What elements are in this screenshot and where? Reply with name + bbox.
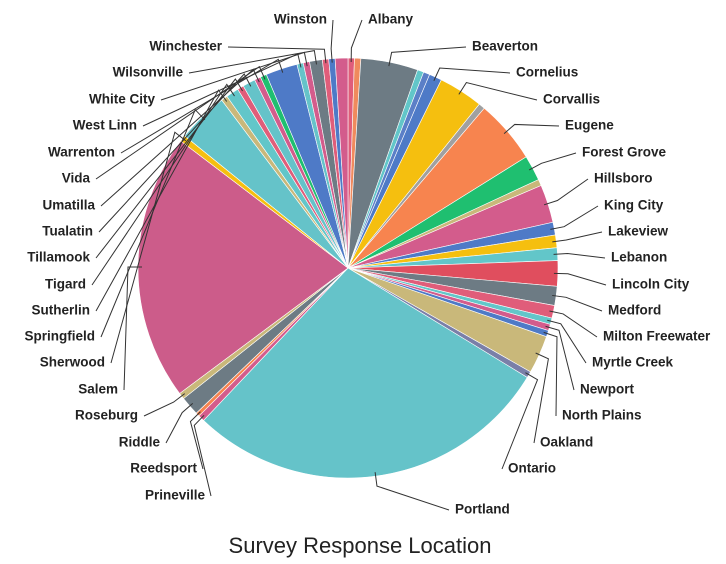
slice-label: Eugene [565, 118, 614, 133]
leader-line [120, 58, 284, 154]
slice-label: Albany [368, 12, 414, 27]
slice-label: Portland [455, 502, 510, 517]
leader-line [227, 46, 327, 64]
slice-label: Wilsonville [113, 65, 184, 80]
slice-label: Medford [608, 303, 661, 318]
slice-label: Forest Grove [582, 145, 667, 160]
leader-line [547, 319, 587, 364]
slice-label: Sherwood [40, 355, 105, 370]
leader-line [165, 403, 194, 444]
leader-line [550, 205, 599, 230]
slice-label: Vida [62, 171, 91, 186]
pie [137, 57, 559, 479]
slice-label: North Plains [562, 408, 642, 423]
leader-line [374, 472, 450, 511]
leader-line [552, 294, 603, 312]
labels: Albany Beaverton Cornelius Corvallis Eugene F… [25, 12, 712, 517]
leader-line [100, 108, 206, 338]
leader-line [143, 393, 186, 417]
slice-label: Tillamook [27, 250, 90, 265]
slice-label: Hillsboro [594, 171, 653, 186]
slice-label: King City [604, 198, 664, 213]
slice-label: Oakland [540, 435, 593, 450]
leader-line [330, 19, 334, 63]
leader-line [528, 152, 577, 171]
leader-line [458, 81, 538, 101]
slice-label: Tualatin [42, 224, 93, 239]
slice-label: Prineville [145, 488, 206, 503]
slice-label: Warrenton [48, 145, 115, 160]
leader-line [98, 73, 252, 233]
slice-label: Umatilla [42, 198, 95, 213]
leader-line [553, 252, 606, 259]
slice-label: Cornelius [516, 65, 578, 80]
slice-label: Lebanon [611, 250, 667, 265]
leader-line [95, 78, 243, 259]
chart-title: Survey Response Location [229, 533, 492, 558]
leader-line [553, 272, 607, 286]
leader-line [350, 19, 363, 63]
leader-line [189, 411, 204, 470]
leader-line [545, 325, 575, 391]
slice-label: West Linn [73, 118, 137, 133]
slice-label: Tigard [45, 277, 86, 292]
slice-label: Sutherlin [31, 303, 90, 318]
slice-label: White City [89, 92, 155, 107]
slice-label: Springfield [25, 329, 96, 344]
slice-label: Beaverton [472, 39, 538, 54]
slice-label: Corvallis [543, 92, 600, 107]
slice-label: Lincoln City [612, 277, 690, 292]
slice-label: Milton Freewater [603, 329, 711, 344]
leader-line [543, 331, 558, 417]
leader-line [552, 231, 603, 243]
leader-line [543, 178, 589, 206]
leader-line [95, 65, 266, 180]
leader-line [91, 83, 235, 286]
leader-line [388, 46, 467, 67]
leader-line [533, 352, 549, 444]
slice [334, 57, 349, 269]
slice-label: Lakeview [608, 224, 669, 239]
slice-label: Salem [78, 382, 118, 397]
slice-label: Ontario [508, 461, 556, 476]
leader-line [95, 89, 228, 312]
leader-line [433, 67, 511, 81]
leader-line [193, 414, 212, 497]
leader-line [501, 372, 539, 470]
slice-label: Reedsport [130, 461, 197, 476]
leader-line [188, 50, 317, 74]
slice-label: Myrtle Creek [592, 355, 674, 370]
slice-label: Newport [580, 382, 635, 397]
leader-line [503, 123, 560, 134]
leader-line [549, 310, 598, 338]
slice-label: Roseburg [75, 408, 138, 423]
slice-label: Winchester [149, 39, 222, 54]
slice-label: Winston [274, 12, 327, 27]
leader-line [110, 131, 187, 364]
slice-label: Riddle [119, 435, 161, 450]
